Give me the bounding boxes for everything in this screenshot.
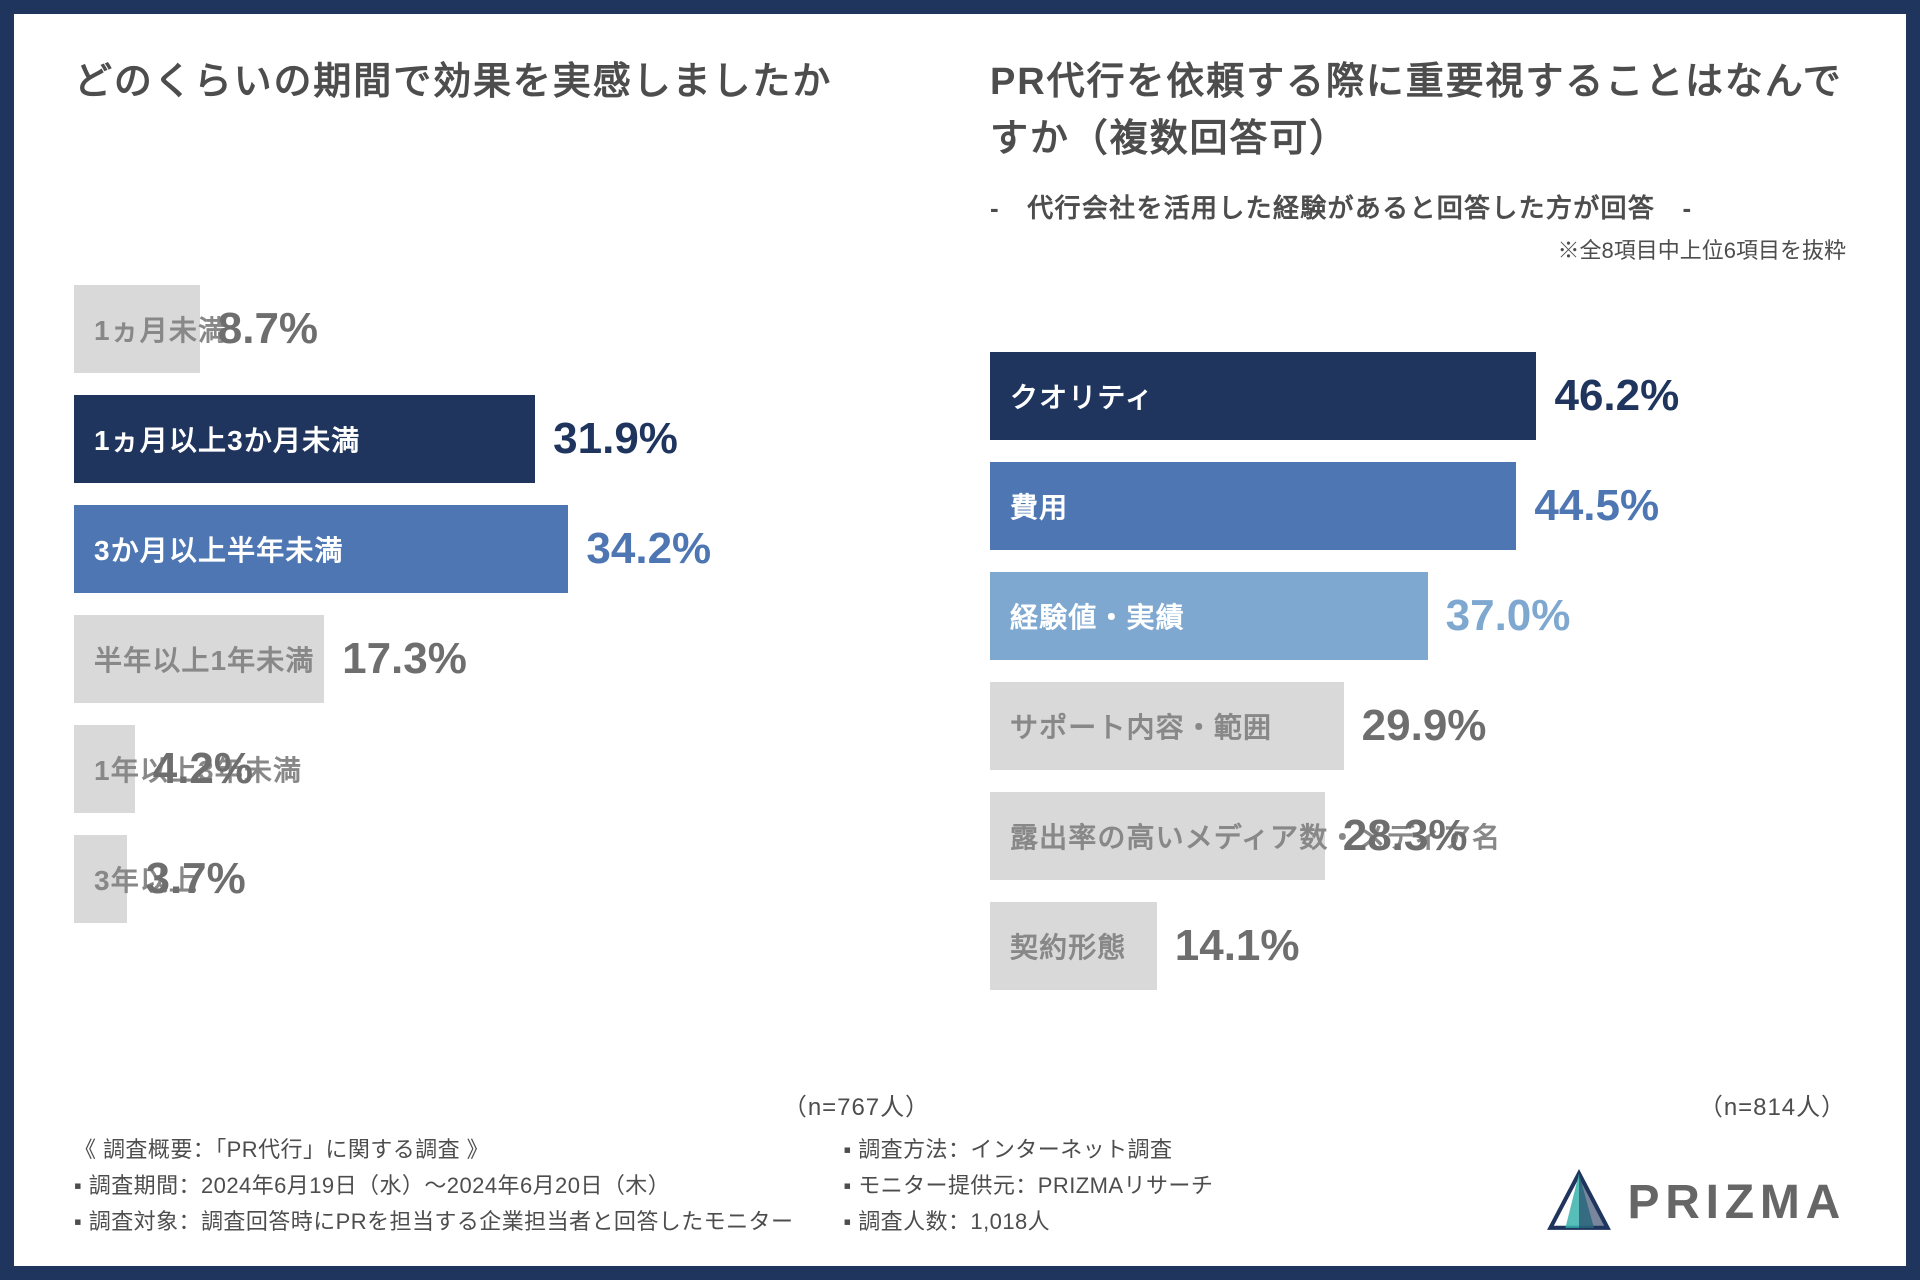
left-n-label: （n=767人）	[74, 1087, 930, 1122]
bar: 3か月以上半年未満	[74, 505, 568, 593]
right-n-label: （n=814人）	[990, 1087, 1846, 1122]
bar: 1ヵ月以上3か月未満	[74, 395, 535, 483]
bar-value: 29.9%	[1362, 701, 1487, 751]
bar-row: 1ヵ月以上3か月未満 31.9%	[74, 395, 930, 483]
footer-line: 《 調査概要：「PR代行」に関する調査 》	[74, 1132, 793, 1164]
bar-row: 露出率の高いメディア数・メディア名 28.3%	[990, 792, 1846, 880]
bar-value: 8.7%	[218, 304, 318, 354]
right-note: ※全8項目中上位6項目を抜粋	[990, 233, 1846, 265]
logo: PRIZMA	[1545, 1168, 1846, 1236]
bar: 1ヵ月未満	[74, 285, 200, 373]
bar-value: 4.2%	[153, 744, 253, 794]
footer-line: ▪ 調査期間：2024年6月19日（水）～2024年6月20日（木）	[74, 1168, 793, 1200]
bar: 契約形態	[990, 902, 1157, 990]
bar: クオリティ	[990, 352, 1536, 440]
right-chart: クオリティ 46.2% 費用 44.5% 経験値・実績 37.0% サポート内容・範囲 29.…	[990, 265, 1846, 1077]
right-panel: PR代行を依頼する際に重要視することはなんですか（複数回答可） - 代行会社を活…	[990, 54, 1846, 1122]
prizma-logo-icon	[1545, 1168, 1613, 1236]
bar: 経験値・実績	[990, 572, 1428, 660]
bar-row: サポート内容・範囲 29.9%	[990, 682, 1846, 770]
bar: 1年以上3年未満	[74, 725, 135, 813]
bar-value: 34.2%	[586, 524, 711, 574]
main-content: どのくらいの期間で効果を実感しましたか 1ヵ月未満 8.7% 1ヵ月以上3か月未満 3…	[74, 54, 1846, 1122]
bar-value: 17.3%	[342, 634, 467, 684]
left-chart: 1ヵ月未満 8.7% 1ヵ月以上3か月未満 31.9% 3か月以上半年未満 34.2% 半年…	[74, 111, 930, 1077]
bar-row: 費用 44.5%	[990, 462, 1846, 550]
bar: 費用	[990, 462, 1516, 550]
right-title: PR代行を依頼する際に重要視することはなんですか（複数回答可）	[990, 54, 1846, 168]
bar: 3年以上	[74, 835, 127, 923]
bar: サポート内容・範囲	[990, 682, 1344, 770]
bar-value: 37.0%	[1446, 591, 1571, 641]
footer-line: ▪ 調査対象：調査回答時にPRを担当する企業担当者と回答したモニター	[74, 1204, 793, 1236]
bar-value: 46.2%	[1554, 371, 1679, 421]
logo-text: PRIZMA	[1627, 1175, 1846, 1230]
footer-line: ▪ 調査方法：インターネット調査	[843, 1132, 1213, 1164]
bar-row: 3年以上 3.7%	[74, 835, 930, 923]
bar-row: 契約形態 14.1%	[990, 902, 1846, 990]
footer: 《 調査概要：「PR代行」に関する調査 》 ▪ 調査期間：2024年6月19日（水…	[74, 1132, 1846, 1236]
bar-row: 1ヵ月未満 8.7%	[74, 285, 930, 373]
bar-value: 3.7%	[145, 854, 245, 904]
bar: 露出率の高いメディア数・メディア名	[990, 792, 1325, 880]
footer-line: ▪ モニター提供元：PRIZMAリサーチ	[843, 1168, 1213, 1200]
bar-row: 半年以上1年未満 17.3%	[74, 615, 930, 703]
left-title: どのくらいの期間で効果を実感しましたか	[74, 54, 930, 111]
bar-value: 14.1%	[1175, 921, 1300, 971]
footer-col-2: ▪ 調査方法：インターネット調査 ▪ モニター提供元：PRIZMAリサーチ ▪ 調査…	[843, 1132, 1213, 1236]
bar-row: 3か月以上半年未満 34.2%	[74, 505, 930, 593]
bar-row: クオリティ 46.2%	[990, 352, 1846, 440]
footer-line: ▪ 調査人数：1,018人	[843, 1204, 1213, 1236]
bar-row: 経験値・実績 37.0%	[990, 572, 1846, 660]
footer-col-1: 《 調査概要：「PR代行」に関する調査 》 ▪ 調査期間：2024年6月19日（水…	[74, 1132, 793, 1236]
bar: 半年以上1年未満	[74, 615, 324, 703]
bar-value: 28.3%	[1343, 811, 1468, 861]
bar-row: 1年以上3年未満 4.2%	[74, 725, 930, 813]
bar-value: 31.9%	[553, 414, 678, 464]
left-panel: どのくらいの期間で効果を実感しましたか 1ヵ月未満 8.7% 1ヵ月以上3か月未満 3…	[74, 54, 930, 1122]
bar-value: 44.5%	[1534, 481, 1659, 531]
right-subtitle: - 代行会社を活用した経験があると回答した方が回答 -	[990, 188, 1846, 225]
